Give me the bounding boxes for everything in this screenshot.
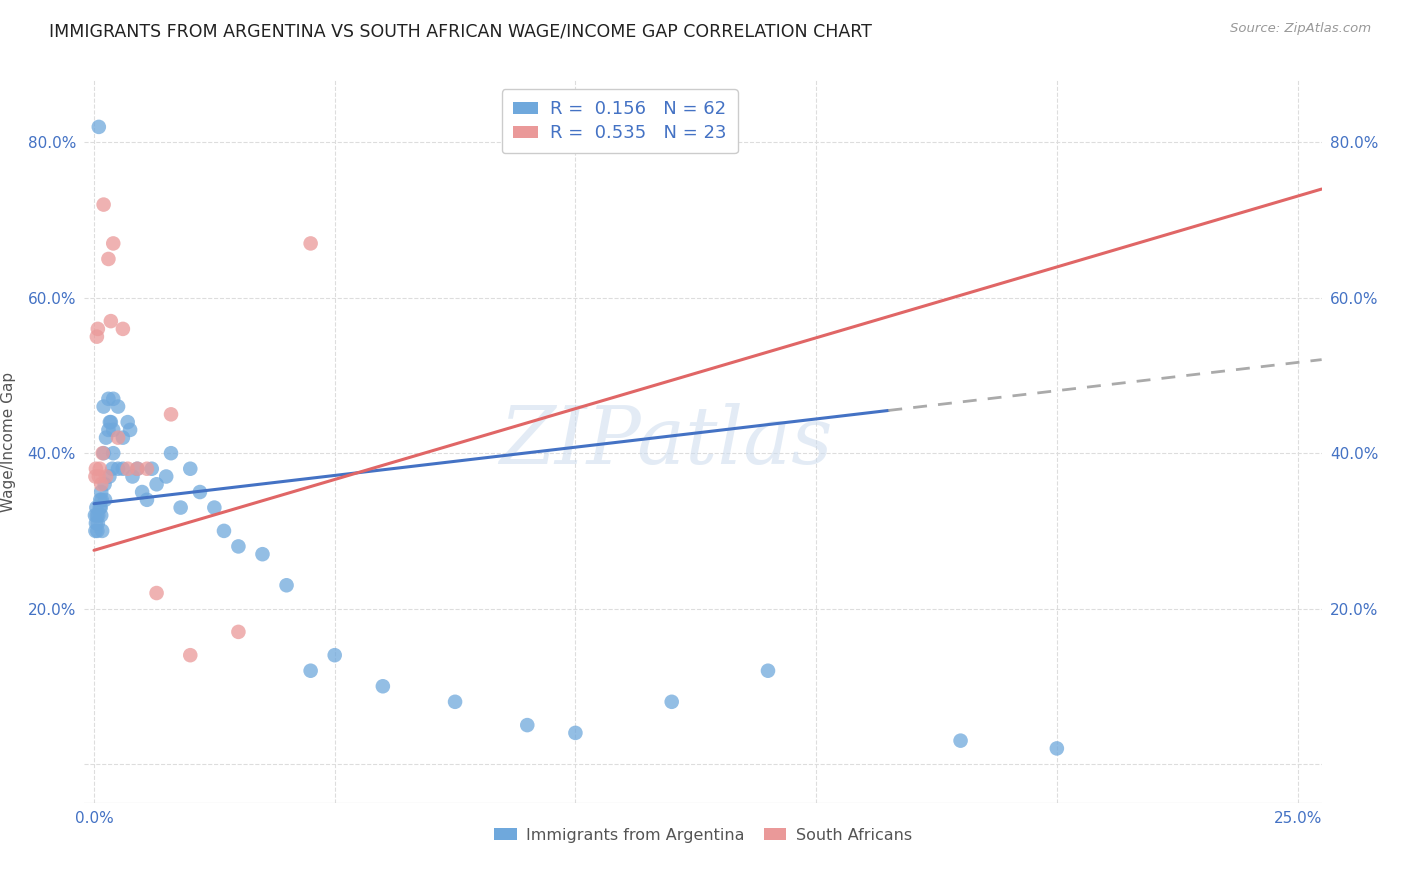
Point xyxy=(141,461,163,475)
Point xyxy=(86,524,108,538)
Point xyxy=(127,461,149,475)
Point xyxy=(89,500,111,515)
Point xyxy=(145,586,167,600)
Point xyxy=(1046,741,1069,756)
Point xyxy=(86,329,108,343)
Point xyxy=(84,461,107,475)
Text: Source: ZipAtlas.com: Source: ZipAtlas.com xyxy=(1230,22,1371,36)
Point xyxy=(103,392,125,406)
Point xyxy=(756,664,779,678)
Point xyxy=(97,392,120,406)
Point xyxy=(212,524,235,538)
Point xyxy=(90,500,112,515)
Point xyxy=(155,469,177,483)
Point xyxy=(103,446,125,460)
Point xyxy=(323,648,346,663)
Point xyxy=(97,423,120,437)
Point xyxy=(117,461,139,475)
Point xyxy=(127,461,149,475)
Point xyxy=(84,469,107,483)
Point xyxy=(87,120,110,134)
Point xyxy=(661,695,683,709)
Point xyxy=(371,679,394,693)
Point xyxy=(516,718,538,732)
Point xyxy=(100,415,122,429)
Point xyxy=(111,461,134,475)
Point xyxy=(93,477,115,491)
Point xyxy=(228,540,250,554)
Point xyxy=(145,477,167,491)
Point xyxy=(94,469,117,483)
Point xyxy=(87,516,110,530)
Point xyxy=(179,648,201,663)
Point xyxy=(94,431,117,445)
Point xyxy=(111,322,134,336)
Point xyxy=(179,461,201,475)
Point xyxy=(91,524,114,538)
Y-axis label: Wage/Income Gap: Wage/Income Gap xyxy=(1,371,17,512)
Point xyxy=(90,485,112,500)
Point xyxy=(94,492,117,507)
Point xyxy=(103,236,125,251)
Point xyxy=(169,500,191,515)
Point xyxy=(91,446,114,460)
Point xyxy=(98,469,121,483)
Point xyxy=(117,415,139,429)
Point xyxy=(87,322,110,336)
Point xyxy=(160,446,183,460)
Point xyxy=(228,624,250,639)
Point xyxy=(90,477,112,491)
Point xyxy=(93,197,115,211)
Point xyxy=(101,461,124,475)
Point xyxy=(949,733,972,747)
Point xyxy=(98,415,121,429)
Point xyxy=(299,236,322,251)
Point xyxy=(84,508,107,523)
Point xyxy=(131,485,153,500)
Point xyxy=(93,400,115,414)
Legend: Immigrants from Argentina, South Africans: Immigrants from Argentina, South African… xyxy=(488,822,918,849)
Text: ZIPatlas: ZIPatlas xyxy=(499,403,832,480)
Point xyxy=(84,524,107,538)
Point xyxy=(136,492,159,507)
Point xyxy=(107,400,129,414)
Point xyxy=(188,485,211,500)
Point xyxy=(564,726,586,740)
Point xyxy=(86,508,108,523)
Point xyxy=(89,492,111,507)
Point xyxy=(84,516,107,530)
Point xyxy=(107,461,129,475)
Point xyxy=(121,469,143,483)
Point xyxy=(111,431,134,445)
Text: IMMIGRANTS FROM ARGENTINA VS SOUTH AFRICAN WAGE/INCOME GAP CORRELATION CHART: IMMIGRANTS FROM ARGENTINA VS SOUTH AFRIC… xyxy=(49,22,872,40)
Point xyxy=(103,423,125,437)
Point xyxy=(107,431,129,445)
Point xyxy=(97,252,120,266)
Point xyxy=(93,446,115,460)
Point xyxy=(276,578,298,592)
Point xyxy=(160,408,183,422)
Point xyxy=(444,695,467,709)
Point xyxy=(120,423,142,437)
Point xyxy=(87,508,110,523)
Point xyxy=(90,508,112,523)
Point xyxy=(202,500,225,515)
Point xyxy=(299,664,322,678)
Point xyxy=(90,492,112,507)
Point xyxy=(252,547,274,561)
Point xyxy=(136,461,159,475)
Point xyxy=(86,500,108,515)
Point xyxy=(100,314,122,328)
Point xyxy=(87,469,110,483)
Point xyxy=(89,461,111,475)
